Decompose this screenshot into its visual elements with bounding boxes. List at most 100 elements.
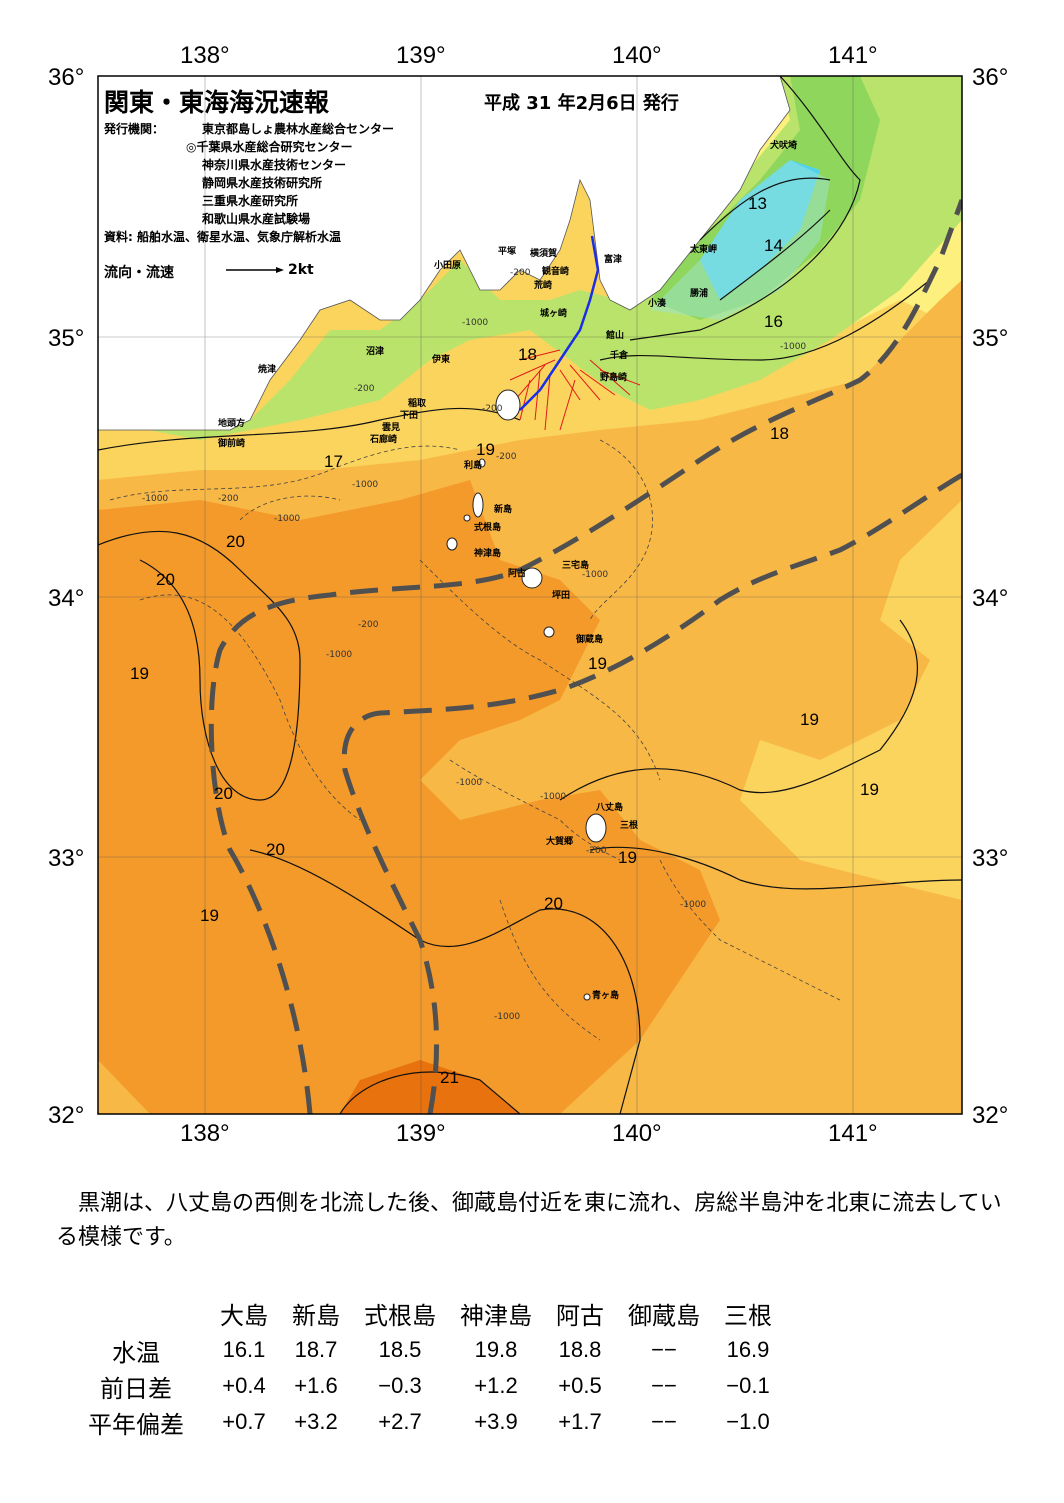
island-shikinejima: [463, 514, 471, 522]
depth-label: -1000: [456, 778, 483, 788]
map-frame: [97, 75, 963, 1115]
place-label: 青ヶ島: [592, 991, 620, 1001]
isotherm-label: 14: [764, 236, 783, 255]
column-header: 式根島: [364, 1301, 436, 1330]
lat-label-left-35: 35°: [48, 325, 85, 352]
summary-text: 黒潮は、八丈島の西側を北流した後、御蔵島付近を東に流れ、房総半島沖を北東に流去し…: [56, 1191, 1002, 1250]
place-label: 焼津: [258, 365, 277, 375]
place-label: 下田: [400, 411, 419, 421]
coastal-green: [98, 76, 962, 440]
lon-label-top-138: 138°: [180, 42, 230, 69]
data-source: 資料: 船舶水温、衛星水温、気象庁解析水温: [104, 230, 341, 244]
place-label: 大賀郷: [546, 837, 574, 847]
place-label: 勝浦: [690, 289, 709, 299]
table-cell: 16.1: [222, 1337, 266, 1362]
agency-1: 東京都島しょ農林水産総合センター: [202, 122, 395, 136]
column-header: 御蔵島: [628, 1301, 700, 1330]
table-cell: 18.5: [378, 1337, 422, 1362]
place-label: 平塚: [498, 247, 517, 257]
depth-label: -1000: [680, 900, 707, 910]
depth-label: -1000: [780, 342, 807, 352]
depth-label: -1000: [462, 318, 489, 328]
lat-label-right-33: 33°: [972, 845, 1009, 872]
depth-contours: [109, 439, 841, 1041]
place-label: 沼津: [366, 347, 385, 357]
flow-vectors: [509, 349, 641, 431]
column-header: 三根: [724, 1301, 772, 1330]
isotherm-label: 19: [800, 710, 819, 729]
lon-label-top-141: 141°: [828, 42, 878, 69]
column-header: 阿古: [556, 1301, 604, 1330]
depth-label: -1000: [540, 792, 567, 802]
table-cell: −0.1: [726, 1373, 770, 1398]
flow-legend-arrowhead: [276, 267, 284, 273]
isotherm-label: 16: [764, 312, 783, 331]
isotherm-label: 19: [618, 848, 637, 867]
isotherm-label: 18: [518, 345, 537, 364]
place-label: 御蔵島: [576, 635, 604, 645]
cold-water-light: [650, 160, 830, 320]
lon-label-top-139: 139°: [396, 42, 446, 69]
island-hachijojima: [585, 813, 607, 843]
row-label: 水温: [112, 1338, 160, 1367]
lat-label-right-34: 34°: [972, 585, 1009, 612]
depth-label: -200: [482, 404, 503, 414]
column-header: 新島: [292, 1301, 340, 1330]
lon-label-bottom-141: 141°: [828, 1120, 878, 1147]
warm-core-21: [340, 1060, 520, 1114]
agency-3: 神奈川県水産技術センター: [202, 158, 347, 172]
depth-label: -200: [586, 846, 607, 856]
place-label: 利島: [464, 461, 483, 471]
island-mikurajima: [543, 626, 555, 638]
depth-label: -200: [218, 494, 239, 504]
table-row: 前日差 +0.4 +1.6 −0.3 +1.2 +0.5 −− −0.1: [64, 1368, 784, 1404]
table-cell: 18.7: [294, 1337, 338, 1362]
ship-track: [519, 235, 600, 411]
warm-water-orange-west: [120, 560, 300, 800]
table-cell: +3.9: [474, 1409, 518, 1434]
column-header: 大島: [220, 1301, 268, 1330]
lat-label-left-32: 32°: [48, 1102, 85, 1129]
place-label: 犬吠埼: [770, 141, 798, 151]
table-cell: −−: [651, 1409, 677, 1434]
row-label: 平年偏差: [88, 1410, 184, 1439]
table-cell: +1.6: [294, 1373, 338, 1398]
place-label: 三根: [620, 821, 639, 831]
isotherm-label: 20: [544, 894, 563, 913]
island-kozushima: [446, 537, 458, 551]
isotherm-label: 17: [324, 452, 343, 471]
row-label: 前日差: [100, 1374, 172, 1403]
table-cell: +1.2: [474, 1373, 518, 1398]
place-label: 石廊崎: [370, 435, 398, 445]
table-header-row: 大島 新島 式根島 神津島 阿古 御蔵島 三根: [64, 1294, 784, 1332]
depth-label: -1000: [494, 1012, 521, 1022]
isotherm-label: 19: [860, 780, 879, 799]
place-label: 荒崎: [534, 281, 553, 291]
depth-label: -200: [358, 620, 379, 630]
place-label: 御前崎: [218, 439, 246, 449]
place-label: 伊東: [432, 355, 451, 365]
place-label: 三宅島: [562, 561, 590, 571]
water-temperature-table: 大島 新島 式根島 神津島 阿古 御蔵島 三根 水温 16.1 18.7 18.…: [64, 1294, 784, 1440]
table-row: 水温 16.1 18.7 18.5 19.8 18.8 −− 16.9: [64, 1332, 784, 1368]
lat-label-right-35: 35°: [972, 325, 1009, 352]
isotherm-label: 19: [130, 664, 149, 683]
table-cell: +3.2: [294, 1409, 338, 1434]
lat-label-right-36: 36°: [972, 64, 1009, 91]
place-label: 小湊: [648, 299, 667, 309]
place-label: 太東岬: [690, 245, 718, 255]
isotherm-label: 18: [770, 424, 789, 443]
isotherm-label: 20: [214, 784, 233, 803]
table-cell: +1.7: [558, 1409, 602, 1434]
depth-label: -1000: [274, 514, 301, 524]
place-label: 阿古: [508, 569, 527, 579]
isotherm-label: 21: [440, 1068, 459, 1087]
table-cell: 16.9: [726, 1337, 770, 1362]
islands: [446, 389, 607, 1001]
depth-label: -1000: [352, 480, 379, 490]
place-label: 雲見: [382, 423, 401, 433]
place-label: 観音崎: [542, 267, 570, 277]
place-label: 式根島: [474, 523, 502, 533]
island-aogashima: [583, 993, 591, 1001]
isotherm-label: 20: [156, 570, 175, 589]
